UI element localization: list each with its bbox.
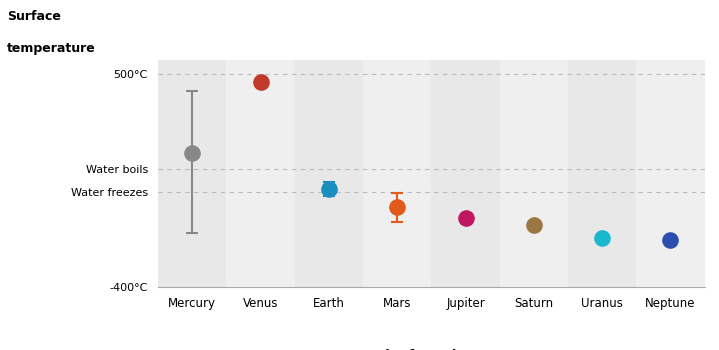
Bar xyxy=(363,60,431,287)
Bar xyxy=(636,60,705,287)
Bar xyxy=(226,60,295,287)
Text: temperature: temperature xyxy=(7,42,96,55)
Bar xyxy=(568,60,636,287)
Bar xyxy=(500,60,568,287)
Point xyxy=(187,150,198,155)
Bar xyxy=(158,60,226,287)
Bar xyxy=(295,60,363,287)
Bar xyxy=(431,60,500,287)
Point xyxy=(460,216,472,221)
Text: Surface: Surface xyxy=(7,10,61,23)
Point xyxy=(528,223,539,228)
Point xyxy=(323,186,334,192)
Point xyxy=(665,237,677,243)
X-axis label: Order from the sun: Order from the sun xyxy=(364,349,499,350)
Point xyxy=(597,236,608,241)
Point xyxy=(255,79,267,85)
Point xyxy=(392,204,403,210)
